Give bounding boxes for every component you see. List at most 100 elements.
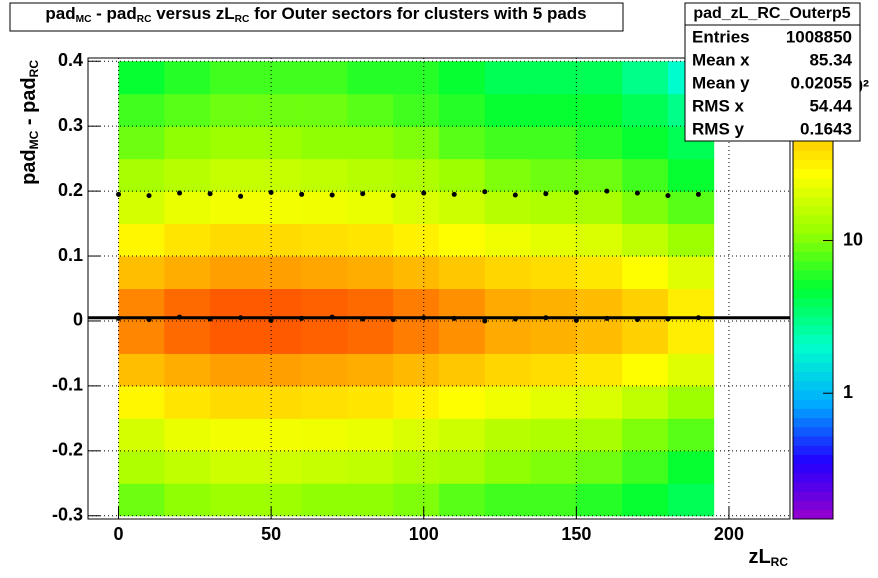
heatmap-cell <box>347 320 394 354</box>
heatmap-cell <box>301 191 348 225</box>
heatmap-cell <box>484 320 532 354</box>
heatmap-cell <box>667 158 715 192</box>
palette-step <box>793 417 833 428</box>
heatmap-cell <box>484 256 532 289</box>
heatmap-cell <box>210 320 257 354</box>
heatmap-cell <box>576 93 623 127</box>
palette-step <box>793 279 833 289</box>
palette-step <box>793 297 833 308</box>
heatmap-cell <box>622 126 669 160</box>
heatmap-cell <box>118 93 165 127</box>
heatmap-cell <box>255 288 303 322</box>
heatmap-cell <box>530 385 577 419</box>
palette-step <box>793 168 833 179</box>
palette-step <box>793 159 833 170</box>
heatmap-cell <box>576 385 623 419</box>
heatmap-cell <box>347 61 394 95</box>
heatmap-cell <box>576 256 623 289</box>
x-axis-title: zLRC <box>748 546 788 569</box>
heatmap-cell <box>301 126 348 160</box>
z-tick-label: 10 <box>843 229 863 249</box>
profile-point <box>573 189 579 195</box>
heatmap-cell <box>301 353 348 387</box>
heatmap-cell <box>667 418 715 452</box>
heatmap-cell <box>301 483 348 517</box>
text-part: zL <box>748 546 770 568</box>
y-tick-label: -0.3 <box>52 505 83 525</box>
heatmap-cell <box>118 418 165 452</box>
heatmap-cell <box>530 288 577 322</box>
heatmap-cell <box>255 450 303 484</box>
heatmap-cell <box>530 256 577 289</box>
y-tick-label: 0.2 <box>58 180 83 200</box>
profile-point <box>207 316 213 322</box>
x-tick-label: 50 <box>261 524 281 544</box>
heatmap-cell <box>530 191 577 225</box>
z-tick-label: 1 <box>843 382 853 402</box>
palette-step <box>793 380 833 391</box>
palette-step <box>793 353 833 363</box>
heatmap-cell <box>439 483 486 517</box>
heatmap-cell <box>301 450 348 484</box>
heatmap-cell <box>164 223 211 257</box>
frame <box>87 57 791 520</box>
profile-point <box>268 317 274 323</box>
stats-value: 85.34 <box>809 50 852 69</box>
heatmap-cell <box>530 93 577 127</box>
heatmap-cell <box>210 256 257 289</box>
palette-step <box>793 316 833 326</box>
heatmap-cell <box>393 320 440 354</box>
heatmap-cell <box>255 158 303 192</box>
heatmap-cell <box>576 158 623 192</box>
palette-step <box>793 445 833 455</box>
heatmap-cell <box>393 385 440 419</box>
profile-point <box>421 190 427 196</box>
heatmap-cell <box>210 61 257 95</box>
text-part: - pad <box>18 77 40 130</box>
subscript: RC <box>771 555 789 569</box>
heatmap-cell <box>164 256 211 289</box>
heatmap-cell <box>347 288 394 322</box>
heatmap-cell <box>439 93 486 127</box>
palette-step <box>793 260 833 271</box>
heatmap-cell <box>667 450 715 484</box>
heatmap-cell <box>484 418 532 452</box>
heatmap-cell <box>439 353 486 387</box>
heatmap-cell <box>210 288 257 322</box>
heatmap-cell <box>622 61 669 95</box>
heatmap-cell <box>576 223 623 257</box>
heatmap-cell <box>530 320 577 354</box>
heatmap-cell <box>667 256 715 289</box>
subscript: RC <box>235 14 250 25</box>
heatmap-cell <box>484 223 532 257</box>
stats-label: Mean y <box>692 73 750 92</box>
subscript: MC <box>27 130 41 149</box>
heatmap-cell <box>622 385 669 419</box>
profile-point <box>573 317 579 323</box>
palette-step <box>793 472 833 483</box>
palette-step <box>793 463 833 474</box>
heatmap-cell <box>118 353 165 387</box>
stats-label: RMS y <box>692 119 745 138</box>
palette-step <box>793 436 833 446</box>
heatmap-cell <box>347 353 394 387</box>
heatmap-cell <box>210 483 257 517</box>
heatmap-cell <box>667 385 715 419</box>
heatmap-cell <box>667 223 715 257</box>
heatmap-cell <box>439 256 486 289</box>
heatmap-cell <box>210 223 257 257</box>
heatmap-cell <box>347 418 394 452</box>
palette-step <box>793 205 833 216</box>
heatmap-cell <box>164 385 211 419</box>
profile-point <box>665 316 671 322</box>
stats-name: pad_zL_RC_Outerp5 <box>693 5 850 22</box>
heatmap-cell <box>439 223 486 257</box>
heatmap-cell <box>622 320 669 354</box>
heatmap-cell <box>622 418 669 452</box>
palette-step <box>793 509 833 520</box>
heatmap-cell <box>118 191 165 225</box>
palette-step <box>793 223 833 234</box>
heatmap-cell <box>393 158 440 192</box>
y-tick-label: -0.2 <box>52 440 83 460</box>
